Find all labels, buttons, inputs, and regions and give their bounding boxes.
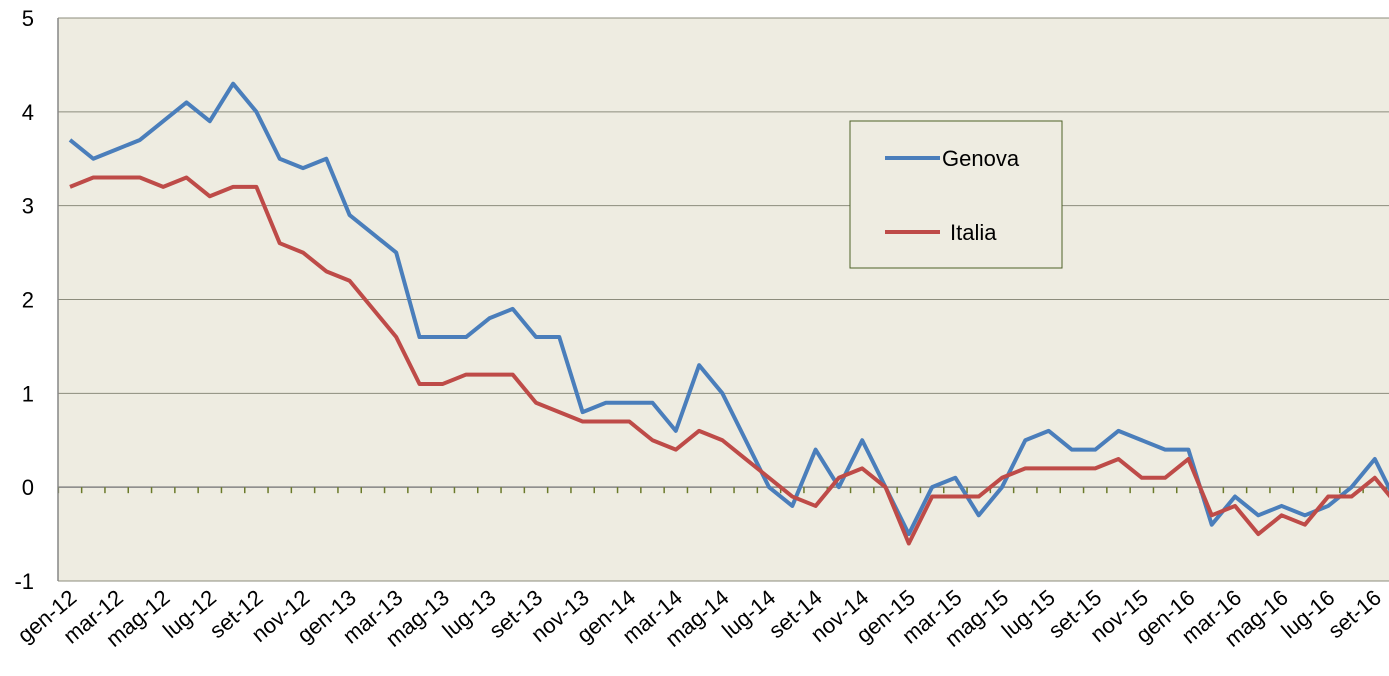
y-tick-label: 1 — [22, 381, 34, 406]
y-tick-label: 5 — [22, 6, 34, 31]
x-tick-label: lug-12 — [158, 585, 221, 643]
series-line — [69, 175, 1389, 546]
legend: Genova Italia — [849, 120, 1063, 269]
y-tick-label: 3 — [22, 194, 34, 219]
series-line — [68, 81, 1389, 537]
y-tick-label: 0 — [22, 475, 34, 500]
x-tick-label: lug-15 — [997, 585, 1060, 643]
x-tick-label: lug-16 — [1276, 585, 1339, 643]
x-tick-label: set-16 — [1323, 585, 1386, 643]
legend-box — [849, 120, 1063, 269]
legend-label: Genova — [942, 146, 1020, 171]
y-tick-label: 2 — [22, 288, 34, 313]
legend-label: Italia — [950, 220, 997, 245]
x-tick-label: lug-13 — [438, 585, 501, 643]
y-tick-label: 4 — [22, 100, 34, 125]
series-lines — [68, 81, 1389, 546]
y-tick-label: -1 — [14, 569, 34, 594]
x-tick-label: lug-14 — [717, 585, 780, 643]
